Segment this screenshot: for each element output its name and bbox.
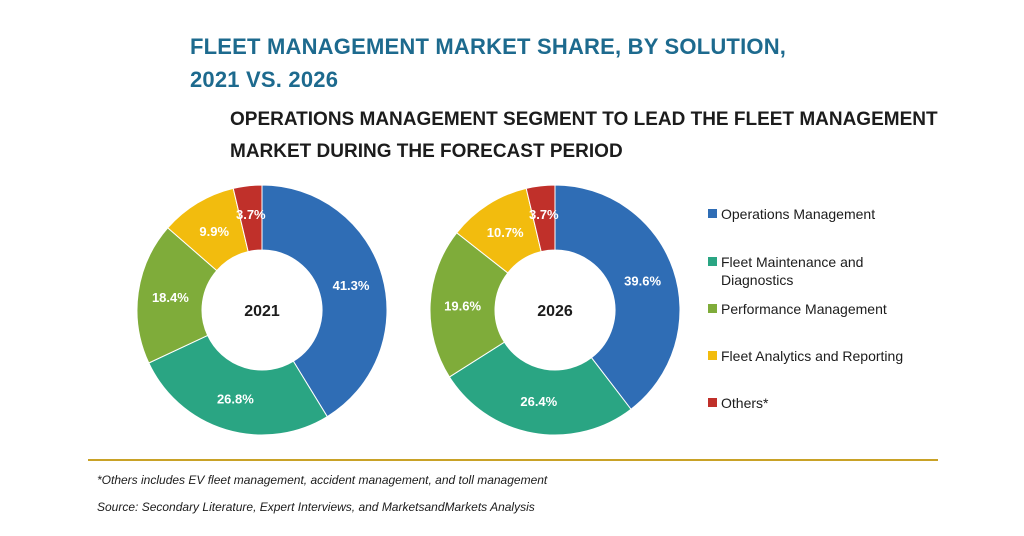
data-label-2021-performance-management: 18.4% [152,290,189,305]
data-label-2026-operations-management: 39.6% [624,273,661,288]
donut-slice-2021-fleet-maintenance [148,334,328,436]
donut-slice-2021-operations-management [261,184,388,418]
footer-divider [88,459,938,461]
data-label-2026-fleet-maintenance: 26.4% [520,394,557,409]
legend-label-others: Others* [721,395,769,411]
legend-label-operations-management: Operations Management [721,206,876,222]
legend-swatch-performance-management [708,304,717,313]
legend-swatch-operations-management [708,209,717,218]
data-label-2026-others: 3.7% [529,207,559,222]
legend-swatch-others [708,398,717,407]
donut-slice-2021-performance-management [136,227,218,364]
data-label-2021-fleet-analytics: 9.9% [199,224,229,239]
legend-item-fleet-maintenance: Fleet Maintenance and Diagnostics [708,253,911,289]
chart-subtitle-line1: OPERATIONS MANAGEMENT SEGMENT TO LEAD TH… [230,109,938,130]
chart-subtitle: OPERATIONS MANAGEMENT SEGMENT TO LEAD TH… [230,104,938,168]
legend-item-others: Others* [708,394,921,412]
chart-title-line2: 2021 VS. 2026 [190,67,339,92]
legend-item-performance-management: Performance Management [708,300,921,318]
donut-slice-2026-operations-management [554,184,681,410]
donut-slice-2026-fleet-maintenance [448,341,632,436]
legend-label-fleet-maintenance: Fleet Maintenance and Diagnostics [721,254,864,288]
donut-slice-2021-others [232,184,263,253]
footnote: *Others includes EV fleet management, ac… [97,473,548,487]
data-label-2026-performance-management: 19.6% [444,298,481,313]
chart-title-line1: FLEET MANAGEMENT MARKET SHARE, BY SOLUTI… [190,34,787,59]
legend-item-fleet-analytics: Fleet Analytics and Reporting [708,347,921,365]
donut-center-label-2026: 2026 [537,303,573,320]
data-label-2021-fleet-maintenance: 26.8% [217,392,254,407]
legend-item-operations-management: Operations Management [708,205,921,223]
data-label-2026-fleet-analytics: 10.7% [487,225,524,240]
legend-label-fleet-analytics: Fleet Analytics and Reporting [721,348,904,364]
data-label-2021-others: 3.7% [236,207,266,222]
legend-swatch-fleet-maintenance [708,257,717,266]
donut-slice-2026-others [525,184,556,253]
legend-swatch-fleet-analytics [708,351,717,360]
chart-subtitle-line2: MARKET DURING THE FORECAST PERIOD [230,141,623,162]
data-label-2021-operations-management: 41.3% [333,278,370,293]
donut-slice-2026-performance-management [429,232,509,378]
source-note: Source: Secondary Literature, Expert Int… [97,500,535,514]
donut-center-label-2021: 2021 [244,303,280,320]
legend-label-performance-management: Performance Management [721,301,887,317]
chart-title: FLEET MANAGEMENT MARKET SHARE, BY SOLUTI… [190,30,786,96]
